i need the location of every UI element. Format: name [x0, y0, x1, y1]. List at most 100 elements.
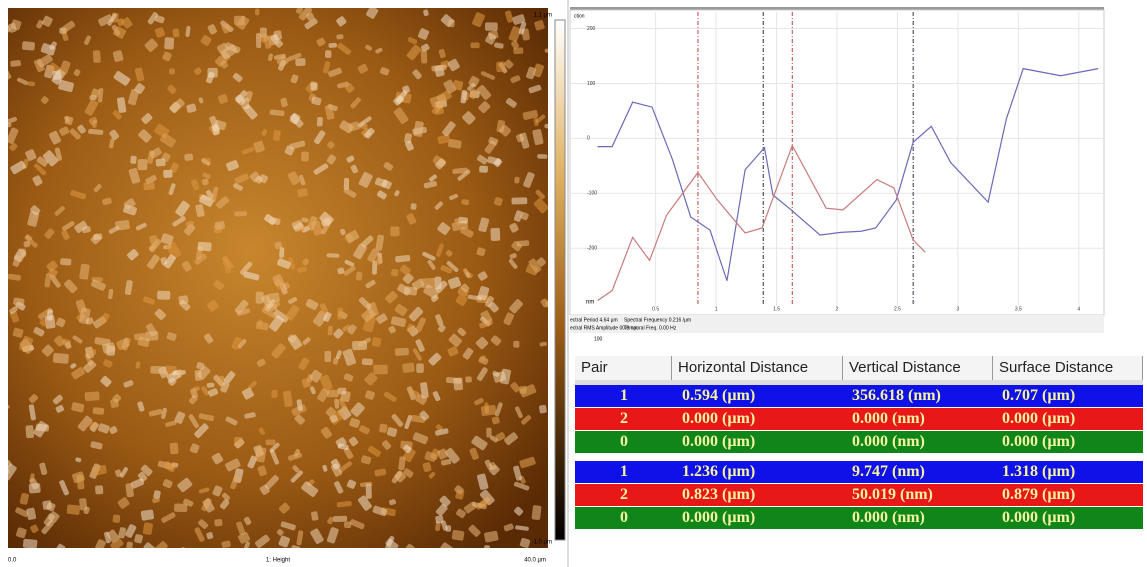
grain	[241, 146, 255, 155]
grain	[274, 241, 283, 250]
grain	[54, 206, 66, 216]
table-cell: 0.000 (nm)	[852, 509, 925, 526]
y-tick-label: -100	[587, 191, 597, 197]
grain	[243, 541, 250, 548]
grain	[186, 103, 197, 113]
grain	[441, 520, 448, 531]
grain	[112, 514, 121, 523]
grain	[412, 69, 422, 80]
grain	[452, 167, 468, 175]
table-cell: 0.000 (µm)	[682, 433, 756, 450]
grain	[143, 181, 155, 191]
x-tick-label: 3.5	[1015, 306, 1022, 312]
grain	[147, 12, 158, 25]
grain	[343, 447, 354, 460]
y-tick-label: 200	[587, 26, 596, 32]
grain	[420, 49, 428, 64]
table-cell: 0.594 (µm)	[682, 387, 756, 404]
table-header: Pair	[575, 356, 672, 380]
grain	[163, 254, 176, 269]
grain	[544, 48, 548, 53]
grain	[10, 160, 26, 175]
grain	[194, 369, 202, 381]
grain	[477, 154, 488, 165]
grain	[456, 508, 466, 519]
table-cell: 0	[620, 509, 628, 526]
table-cell: 0.000 (nm)	[852, 410, 925, 427]
grain	[172, 28, 180, 38]
grain	[494, 402, 503, 417]
grain	[155, 158, 166, 167]
grain	[511, 240, 522, 252]
grain	[287, 171, 300, 186]
grain	[337, 307, 344, 320]
grain	[92, 50, 101, 63]
grain	[336, 34, 344, 40]
grain	[402, 273, 414, 284]
grain	[268, 216, 281, 225]
grain	[27, 81, 36, 87]
grain	[125, 524, 137, 538]
grain	[478, 101, 491, 114]
grain	[434, 201, 444, 210]
grain	[98, 423, 110, 434]
grain	[388, 325, 396, 334]
grain	[272, 129, 281, 142]
grain	[59, 480, 69, 496]
grain	[505, 10, 514, 23]
scale-max: 1.1 µm	[534, 13, 552, 19]
grain	[52, 70, 62, 80]
grain	[198, 519, 209, 529]
grain	[447, 138, 462, 149]
grain	[71, 402, 85, 413]
grain	[34, 163, 47, 176]
grain	[361, 307, 376, 323]
grain	[305, 12, 315, 21]
grain	[234, 173, 249, 184]
grain	[385, 536, 395, 548]
grain	[484, 459, 493, 470]
grain	[211, 186, 219, 203]
grain	[427, 260, 436, 270]
grain	[436, 243, 444, 257]
grain	[504, 59, 514, 69]
grain	[162, 479, 173, 489]
header-gap	[575, 380, 1143, 385]
table-row	[575, 408, 1143, 430]
grain	[112, 393, 122, 403]
grain	[408, 306, 424, 322]
table-cell: 2	[620, 410, 628, 427]
grain	[374, 468, 387, 477]
grain	[112, 50, 124, 62]
grain	[342, 348, 357, 366]
grain	[297, 266, 307, 273]
table-cell: 0.823 (µm)	[682, 486, 756, 503]
grain	[353, 243, 367, 260]
grain	[445, 447, 460, 464]
grain	[298, 8, 313, 21]
grain	[510, 382, 521, 393]
grain	[92, 407, 105, 415]
grain	[513, 465, 522, 481]
grain	[185, 220, 195, 228]
grain	[423, 180, 437, 189]
grain	[201, 386, 210, 396]
grain	[204, 333, 214, 344]
grain	[60, 258, 72, 266]
grain	[462, 111, 476, 125]
grain	[522, 110, 539, 120]
grain	[383, 161, 394, 171]
grain	[540, 298, 548, 308]
grain	[519, 132, 530, 149]
grain	[533, 198, 548, 214]
table-cell: 9.747 (nm)	[852, 463, 925, 480]
grain	[333, 328, 344, 339]
table-cell: 0.000 (µm)	[1002, 410, 1076, 427]
grain	[390, 316, 407, 327]
grain	[89, 422, 97, 430]
grain	[206, 299, 219, 312]
grain	[513, 340, 520, 348]
grain	[141, 113, 153, 124]
grain	[255, 534, 270, 548]
